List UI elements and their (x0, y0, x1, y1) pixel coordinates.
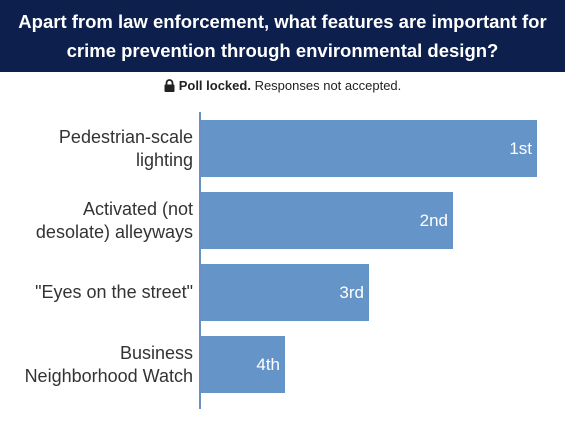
bar-data-label: 4th (256, 355, 280, 374)
bar: 3rd (201, 264, 369, 321)
bar-data-label: 2nd (419, 211, 448, 230)
bar: 1st (201, 120, 537, 177)
poll-status: Poll locked. Responses not accepted. (0, 76, 565, 96)
chart-axis (199, 112, 201, 409)
category-label: "Eyes on the street" (35, 282, 193, 302)
poll-question: Apart from law enforcement, what feature… (0, 0, 565, 72)
category-label: Activated (not desolate) alleyways (35, 198, 193, 242)
bar-data-label: 1st (509, 139, 532, 158)
lock-icon (164, 78, 175, 98)
bar: 2nd (201, 192, 453, 249)
poll-question-text: Apart from law enforcement, what feature… (18, 11, 547, 61)
poll-status-text: Responses not accepted. (250, 78, 402, 93)
bar-data-label: 3rd (339, 283, 364, 302)
poll-status-bold: Poll locked. (178, 78, 251, 93)
category-label: Business Neighborhood Watch (24, 342, 193, 386)
category-label: Pedestrian-scale lighting (58, 126, 193, 170)
bar: 4th (201, 336, 285, 393)
